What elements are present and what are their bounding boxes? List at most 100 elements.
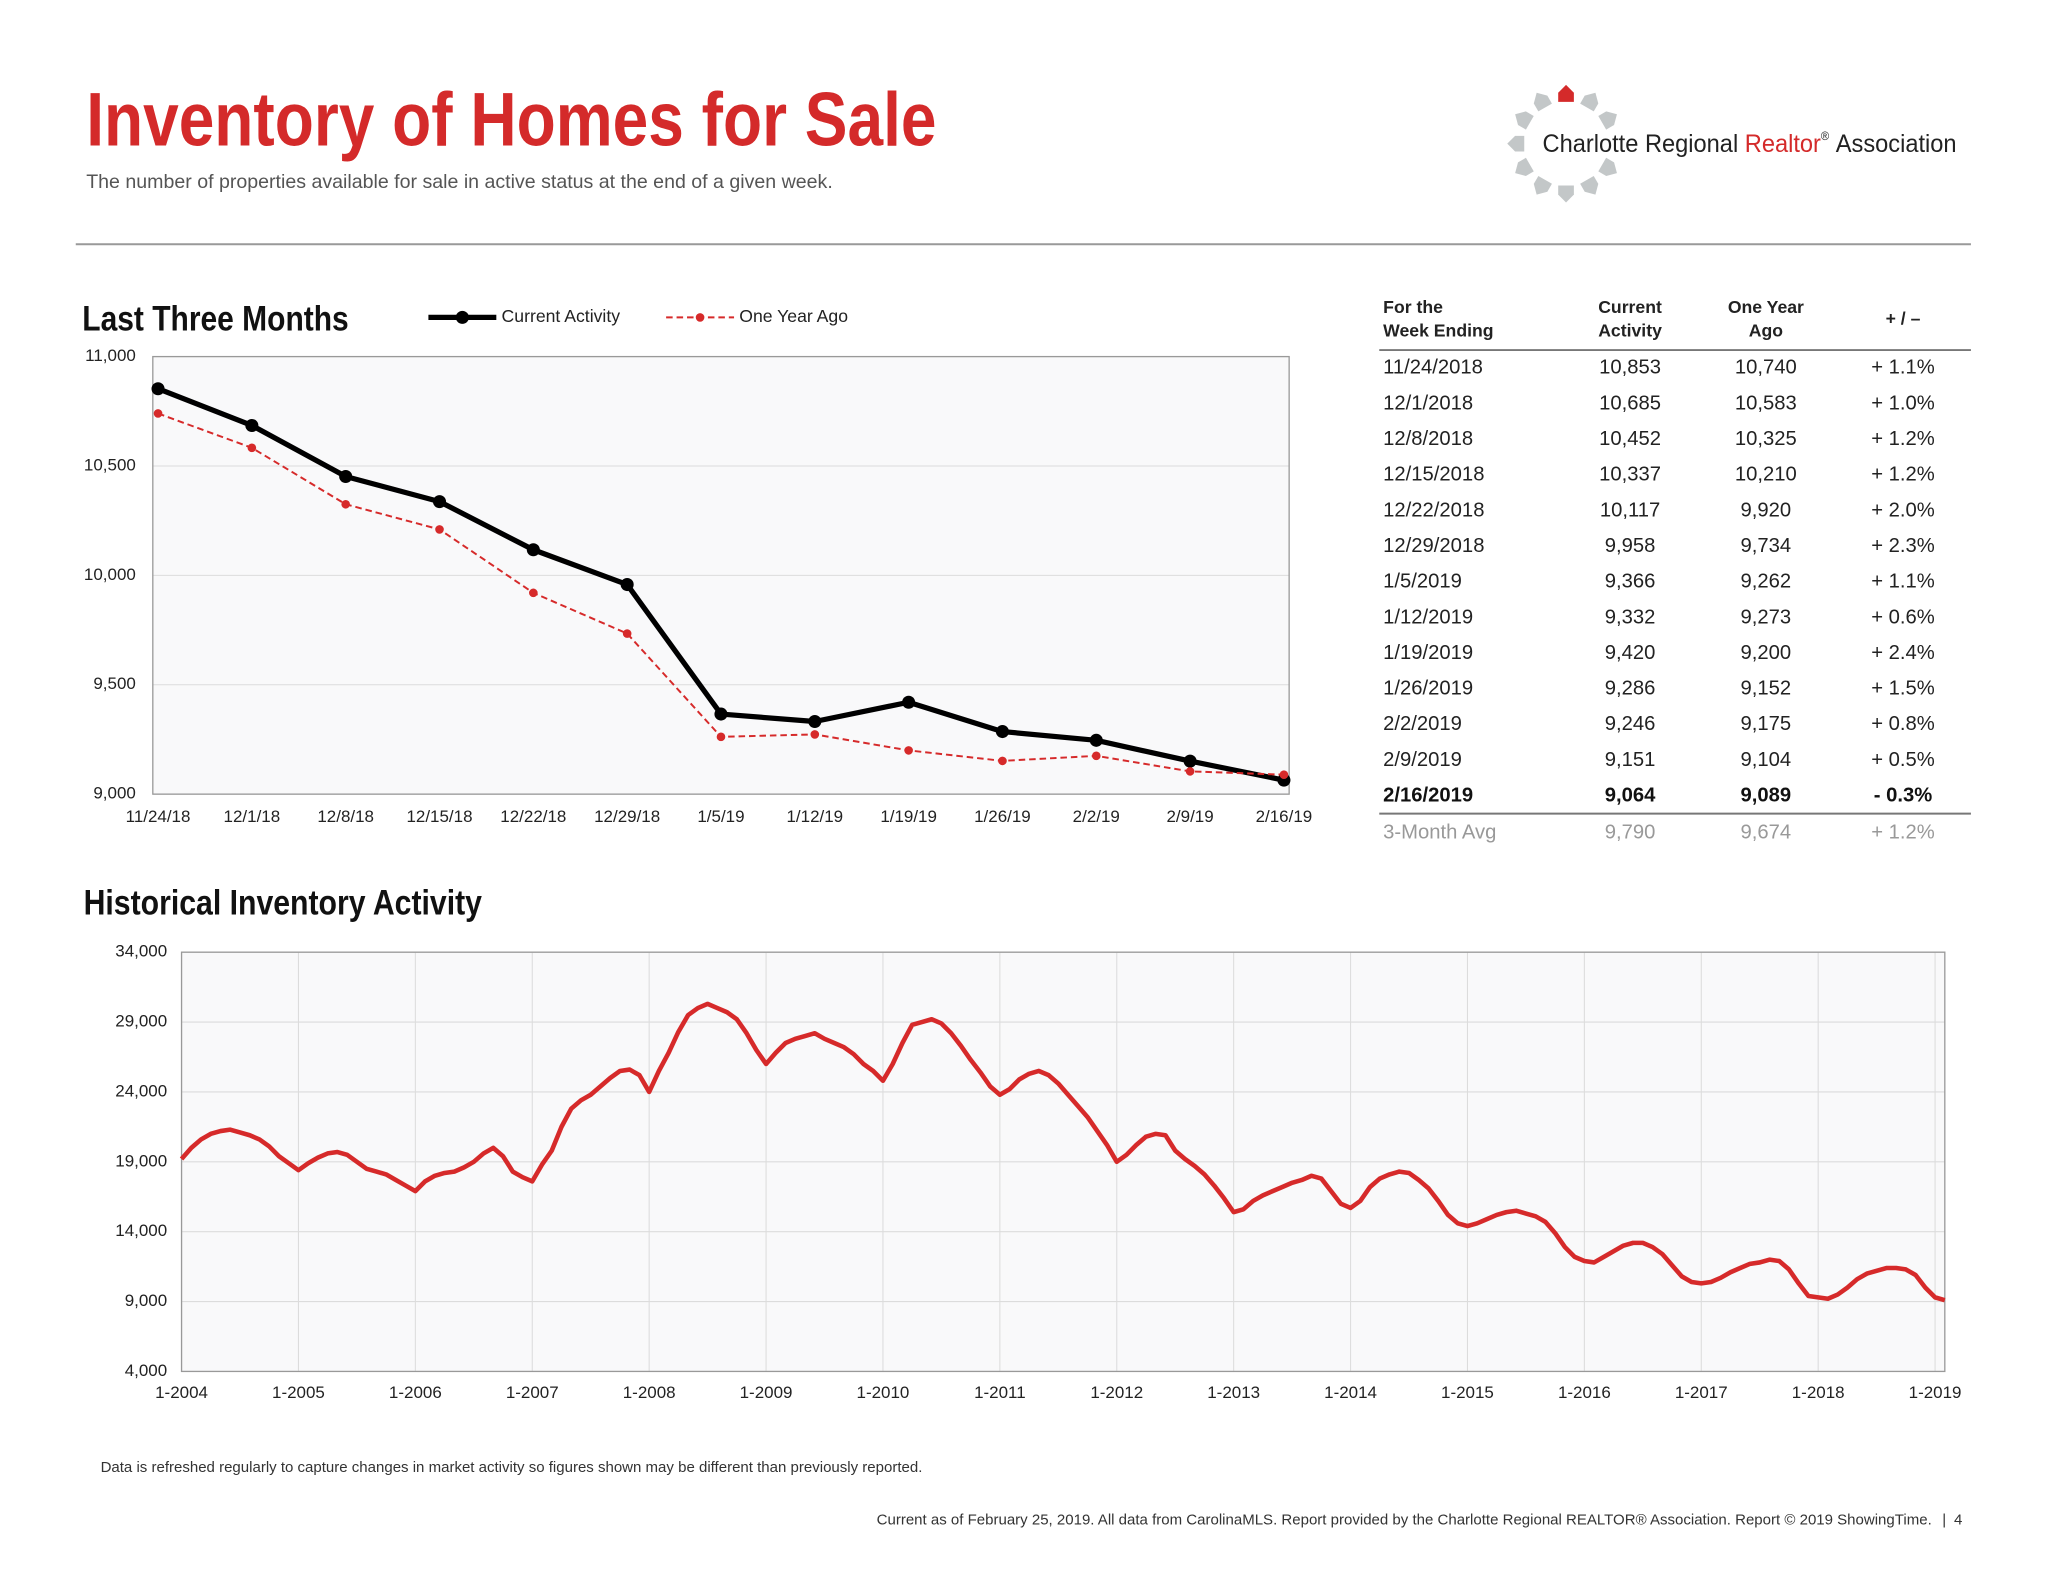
data-point (432, 495, 447, 509)
data-point (245, 418, 259, 433)
data-point (341, 499, 350, 509)
table-cell: 12/1/2018 (1383, 392, 1473, 414)
table-cell: 9,089 (1741, 785, 1792, 807)
x-tick-label: 1-2008 (623, 1383, 676, 1402)
table-cell: 9,104 (1741, 749, 1792, 771)
table-cell: 9,286 (1605, 678, 1656, 700)
x-tick-label: 1/26/19 (974, 807, 1031, 826)
logo-highlight: Realtor (1745, 131, 1821, 158)
table-cell: 2/2/2019 (1383, 713, 1462, 735)
series-line (179, 1001, 1946, 1303)
table-cell: + 1.2% (1871, 464, 1935, 486)
data-point (435, 525, 444, 534)
footer-separator: | (1942, 1511, 1946, 1528)
data-point (810, 730, 820, 739)
table-cell: 9,734 (1741, 535, 1792, 557)
data-point (529, 588, 538, 598)
table-cell: 9,200 (1741, 642, 1792, 664)
y-tick-label: 9,000 (93, 784, 135, 803)
table-cell: + 2.4% (1871, 642, 1935, 664)
logo-name: Charlotte Regional (1543, 131, 1739, 158)
table-summary: 9,674 (1741, 822, 1792, 844)
logo-house (1580, 175, 1599, 195)
x-tick-label: 1-2006 (389, 1383, 442, 1402)
x-tick-label: 2/16/19 (1256, 807, 1313, 826)
data-point (1089, 733, 1103, 747)
logo-house (1558, 84, 1574, 102)
legend-marker (455, 310, 469, 324)
table-header: Ago (1749, 320, 1783, 340)
logo-name-end: Association (1836, 131, 1957, 158)
table-cell: 9,920 (1741, 499, 1792, 521)
x-tick-label: 1-2011 (974, 1383, 1026, 1402)
data-point (1279, 770, 1289, 779)
table-cell: + 1.5% (1871, 678, 1935, 700)
y-tick-label: 10,500 (84, 455, 136, 474)
legend-label: Current Activity (502, 306, 621, 326)
y-tick-label: 10,000 (84, 565, 136, 584)
data-point (808, 714, 822, 729)
footer-text: Current as of February 25, 2019. All dat… (877, 1511, 1932, 1528)
x-tick-label: 1-2018 (1792, 1383, 1845, 1402)
logo-icon (1507, 84, 1617, 203)
logo-text: Charlotte Regional Realtor® Association (1543, 123, 1957, 158)
data-point (620, 578, 634, 592)
x-tick-label: 1-2019 (1909, 1383, 1962, 1402)
table-cell: 9,064 (1605, 785, 1656, 807)
table-cell: 9,246 (1605, 713, 1656, 735)
y-tick-label: 11,000 (85, 346, 136, 365)
footnote: Data is refreshed regularly to capture c… (101, 1459, 923, 1476)
table-cell: 10,117 (1600, 499, 1660, 521)
table-cell: 9,420 (1605, 642, 1656, 664)
data-point (1183, 754, 1197, 768)
table-cell: + 0.5% (1871, 749, 1935, 771)
x-tick-label: 1-2016 (1558, 1383, 1611, 1402)
data-point (151, 382, 165, 396)
logo-house (1598, 111, 1617, 130)
table-cell: + 1.0% (1871, 392, 1935, 414)
y-tick-label: 24,000 (115, 1081, 167, 1100)
x-tick-label: 12/8/18 (317, 807, 374, 826)
y-tick-label: 19,000 (115, 1151, 167, 1170)
legend-marker (695, 313, 705, 322)
logo-house (1533, 175, 1552, 195)
x-tick-label: 1-2012 (1090, 1383, 1143, 1402)
table-header: For the (1383, 297, 1443, 317)
y-tick-label: 9,500 (93, 674, 135, 693)
chart-title: Historical Inventory Activity (84, 883, 483, 922)
table-cell: 10,210 (1735, 464, 1797, 486)
table-cell: + 2.0% (1871, 499, 1935, 521)
logo-house (1533, 92, 1552, 112)
table-cell: 9,958 (1605, 535, 1656, 557)
logo-house (1580, 92, 1599, 112)
data-point (1185, 767, 1195, 776)
plot-frame (180, 951, 1946, 1373)
table-cell: 1/5/2019 (1383, 571, 1462, 593)
table-header: Current (1598, 297, 1662, 317)
x-tick-label: 12/15/18 (406, 807, 472, 826)
data-point (247, 443, 257, 453)
page-title: Inventory of Homes for Sale (86, 77, 936, 162)
x-tick-label: 12/29/18 (594, 807, 660, 826)
x-tick-label: 1-2010 (857, 1383, 910, 1402)
data-point (622, 629, 632, 638)
x-tick-label: 1-2007 (506, 1383, 559, 1402)
logo-mark: ® (1821, 130, 1830, 143)
page-subtitle: The number of properties available for s… (86, 171, 833, 193)
y-tick-label: 29,000 (115, 1012, 167, 1031)
x-tick-label: 1/12/19 (786, 807, 843, 826)
table-cell: 2/16/2019 (1383, 785, 1473, 807)
logo-house (1515, 157, 1534, 176)
table-summary: + 1.2% (1871, 822, 1935, 844)
table-header: Activity (1598, 320, 1662, 340)
table-summary: 3-Month Avg (1383, 822, 1496, 844)
table-cell: 9,151 (1605, 749, 1656, 771)
x-tick-label: 1-2004 (155, 1383, 208, 1402)
table-cell: - 0.3% (1874, 785, 1932, 807)
table-cell: 11/24/2018 (1383, 357, 1483, 379)
table-cell: 12/29/2018 (1383, 535, 1484, 557)
data-point (716, 732, 726, 742)
table-cell: + 1.1% (1871, 357, 1935, 379)
chart-title: Last Three Months (82, 300, 348, 339)
table-cell: + 2.3% (1871, 535, 1935, 557)
